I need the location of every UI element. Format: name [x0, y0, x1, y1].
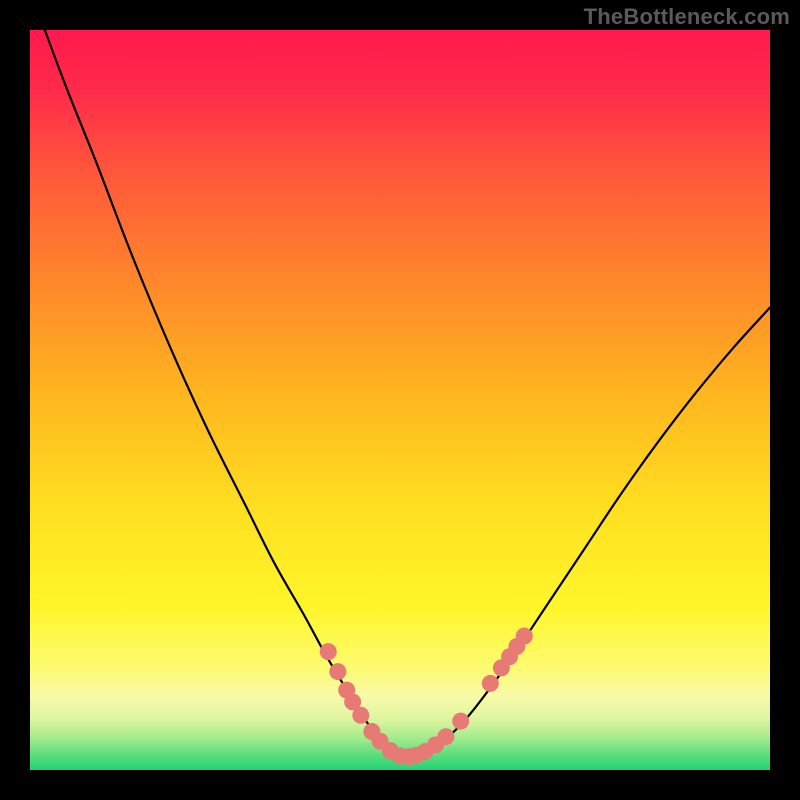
plot-background [30, 30, 770, 770]
data-marker [437, 728, 454, 745]
chart-svg [0, 0, 800, 800]
data-marker [320, 643, 337, 660]
data-marker [452, 713, 469, 730]
data-marker [352, 707, 369, 724]
chart-frame: TheBottleneck.com [0, 0, 800, 800]
data-marker [482, 675, 499, 692]
data-marker [516, 628, 533, 645]
data-marker [329, 663, 346, 680]
